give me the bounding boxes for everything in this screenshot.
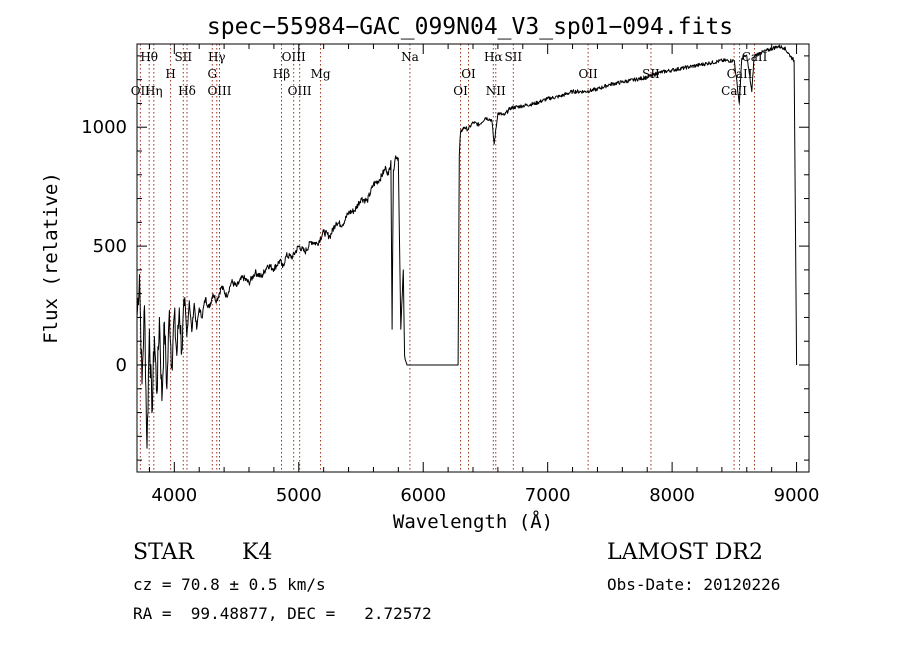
line-label-17: SII bbox=[504, 50, 522, 64]
x-tick-label-4: 8000 bbox=[649, 485, 695, 506]
x-tick-label-5: 9000 bbox=[774, 485, 820, 506]
y-tick-label-2: 1000 bbox=[81, 117, 127, 138]
line-label-12: Mg bbox=[311, 67, 331, 81]
line-label-14: OI bbox=[461, 67, 476, 81]
survey-name: LAMOST DR2 bbox=[607, 540, 763, 565]
line-label-group: HθOIIHηHSIIHδHγGOIIIOIIIHβOIIIMgNaOIOIHα… bbox=[131, 50, 768, 98]
sky-coordinates: RA = 99.48877, DEC = 2.72572 bbox=[133, 604, 432, 623]
chart-title: spec−55984−GAC_099N04_V3_sp01−094.fits bbox=[207, 14, 733, 40]
line-label-4: SII bbox=[174, 50, 192, 64]
line-label-0: Hθ bbox=[140, 50, 158, 64]
spectrum-series-0 bbox=[136, 44, 798, 449]
line-label-22: CaII bbox=[721, 84, 747, 98]
line-label-3: H bbox=[165, 67, 175, 81]
line-label-1: OII bbox=[131, 84, 151, 98]
line-label-15: OI bbox=[453, 84, 468, 98]
line-label-8: OIII bbox=[207, 84, 231, 98]
x-tick-label-1: 5000 bbox=[276, 485, 322, 506]
line-label-18: NII bbox=[486, 84, 506, 98]
line-marker-group bbox=[139, 44, 755, 472]
line-label-5: Hδ bbox=[178, 84, 196, 98]
line-label-9: OIII bbox=[282, 50, 306, 64]
line-label-10: Hβ bbox=[273, 67, 290, 81]
y-tick-label-1: 500 bbox=[93, 236, 127, 257]
series-group bbox=[136, 44, 798, 449]
x-tick-label-3: 7000 bbox=[525, 485, 571, 506]
y-tick-label-0: 0 bbox=[116, 355, 127, 376]
line-label-11: OIII bbox=[288, 84, 312, 98]
line-label-6: Hγ bbox=[208, 50, 226, 64]
y-axis-title: Flux (relative) bbox=[40, 172, 62, 344]
x-tick-label-0: 4000 bbox=[151, 485, 197, 506]
x-axis-title: Wavelength (Å) bbox=[393, 510, 553, 533]
line-label-7: G bbox=[207, 67, 217, 81]
line-label-19: OII bbox=[578, 67, 598, 81]
x-tick-label-2: 6000 bbox=[400, 485, 446, 506]
object-subclass: K4 bbox=[242, 540, 273, 565]
line-label-16: Hα bbox=[484, 50, 503, 64]
observation-date: Obs-Date: 20120226 bbox=[607, 575, 781, 594]
object-class: STAR bbox=[133, 540, 194, 565]
line-label-21: CaII bbox=[727, 67, 753, 81]
plot-frame bbox=[136, 43, 810, 473]
line-label-2: Hη bbox=[145, 84, 163, 98]
line-label-13: Na bbox=[401, 50, 419, 64]
redshift-velocity: cz = 70.8 ± 0.5 km/s bbox=[133, 575, 326, 594]
tick-group: 4000 5000 6000 7000 8000 9000 0 500 1000 bbox=[81, 44, 819, 506]
